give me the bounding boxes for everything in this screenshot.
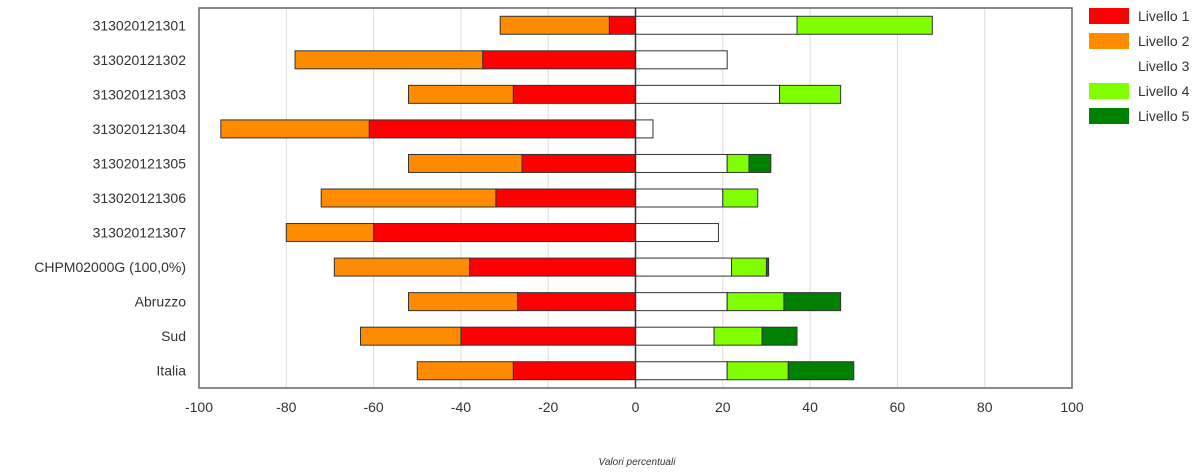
legend-swatch	[1089, 8, 1129, 24]
legend-swatch	[1089, 33, 1129, 49]
x-tick-label: -60	[363, 399, 383, 415]
bar-2	[285, 223, 375, 243]
bar-3	[635, 257, 733, 277]
category-label: 313020121303	[93, 86, 187, 102]
axis-layer	[198, 7, 1073, 389]
x-tick-label: -100	[185, 399, 213, 415]
bar-1	[482, 50, 636, 70]
legend-label: Livello 1	[1138, 8, 1190, 24]
bar-1	[608, 15, 636, 35]
bar-1	[512, 84, 637, 104]
category-labels: 313020121301 313020121302 313020121303 3130…	[34, 17, 186, 378]
category-label: Italia	[156, 363, 186, 379]
bar-1	[521, 153, 637, 173]
bar-1	[368, 119, 636, 139]
bar-4	[731, 257, 767, 277]
category-label: Sud	[161, 328, 186, 344]
bar-2	[333, 257, 471, 277]
bar-4	[726, 292, 785, 312]
bar-1	[469, 257, 636, 277]
bar-5	[748, 153, 772, 173]
bar-2	[416, 361, 514, 381]
x-tick-label: 100	[1060, 399, 1084, 415]
legend-label: Livello 2	[1138, 33, 1190, 49]
bar-2	[320, 188, 497, 208]
bar-2	[408, 153, 523, 173]
x-tick-label: 20	[715, 399, 731, 415]
bar-3	[635, 292, 728, 312]
bar-5	[787, 361, 855, 381]
x-tick-label: -80	[276, 399, 296, 415]
category-label: CHPM02000G (100,0%)	[34, 259, 186, 275]
bar-1	[495, 188, 636, 208]
bar-3	[635, 361, 728, 381]
bar-4	[713, 326, 763, 346]
bar-5	[761, 326, 798, 346]
bar-3	[635, 188, 724, 208]
category-label: 313020121302	[93, 52, 187, 68]
bar-4	[779, 84, 842, 104]
bar-2	[408, 84, 514, 104]
legend-label: Livello 3	[1138, 58, 1190, 74]
tick-labels: -100 -80 -60 -40 -20 0 20 40 60 80 100	[185, 399, 1084, 415]
bar-3	[635, 84, 781, 104]
bar-1	[517, 292, 637, 312]
category-label: 313020121304	[93, 121, 187, 137]
bar-3	[635, 326, 715, 346]
x-tick-label: 0	[632, 399, 640, 415]
x-tick-label: -20	[538, 399, 558, 415]
category-label: 313020121307	[93, 225, 187, 241]
bar-3	[635, 223, 719, 243]
category-label: Abruzzo	[135, 294, 187, 310]
x-tick-label: -40	[451, 399, 471, 415]
x-axis-title: Valori percentuali	[599, 457, 677, 468]
x-tick-label: 60	[890, 399, 906, 415]
legend-swatch	[1089, 83, 1129, 99]
bar-2	[220, 119, 370, 139]
bar-3	[635, 50, 728, 70]
bar-5	[765, 257, 770, 277]
legend: Livello 1 Livello 2 Livello 3 Livello 4 Live…	[1089, 8, 1190, 124]
category-label: 313020121305	[93, 155, 187, 171]
bar-3	[635, 15, 798, 35]
bar-1	[373, 223, 636, 243]
bar-1	[460, 326, 636, 346]
bar-3	[635, 119, 654, 139]
legend-swatch	[1089, 108, 1129, 124]
bar-4	[726, 153, 750, 173]
x-tick-label: 80	[977, 399, 993, 415]
legend-label: Livello 4	[1138, 83, 1190, 99]
bar-5	[783, 292, 842, 312]
bar-2	[408, 292, 519, 312]
bar-2	[499, 15, 610, 35]
bar-2	[294, 50, 484, 70]
bar-2	[360, 326, 462, 346]
bar-4	[722, 188, 759, 208]
bar-1	[512, 361, 637, 381]
bar-4	[796, 15, 933, 35]
bar-4	[726, 361, 789, 381]
legend-label: Livello 5	[1138, 108, 1190, 124]
bar-3	[635, 153, 728, 173]
bars-layer	[220, 15, 933, 381]
category-label: 313020121301	[93, 17, 187, 33]
x-tick-label: 40	[802, 399, 818, 415]
category-label: 313020121306	[93, 190, 187, 206]
